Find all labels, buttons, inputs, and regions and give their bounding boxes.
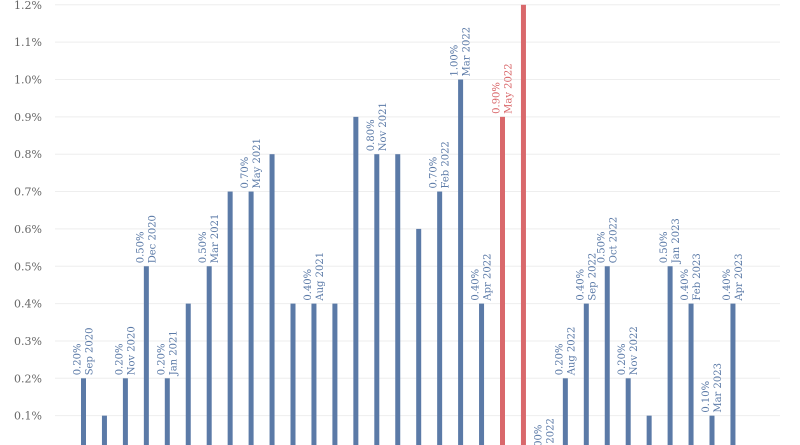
bar <box>730 303 736 445</box>
y-tick-label: 0.8% <box>14 148 42 161</box>
bar-date-label: Apr 2023 <box>734 254 745 302</box>
bar-value-label: 0.20% <box>156 344 167 376</box>
bar <box>709 415 715 445</box>
bar <box>437 191 443 445</box>
y-tick-label: 0.5% <box>14 260 42 273</box>
bar <box>185 303 191 445</box>
bar-value-label: 0.70% <box>240 157 251 189</box>
y-axis-ticks: 0.1% 0.2% 0.3% 0.4% 0.5% 0.6% 0.7% 0.8% 0.9% 1.0%… <box>14 0 42 423</box>
bar <box>164 378 170 445</box>
bar <box>248 191 254 445</box>
bar <box>625 378 631 445</box>
bar <box>458 79 464 445</box>
bar-value-label: 0.40% <box>471 269 482 301</box>
bar <box>311 303 317 445</box>
y-tick-label: 0.9% <box>14 111 42 124</box>
bar-date-label: May 2022 <box>504 63 515 113</box>
bar <box>520 4 526 445</box>
y-tick-label: 1.1% <box>14 36 42 49</box>
bar-date-label: May 2021 <box>252 138 263 188</box>
bar-value-label: 0.40% <box>722 269 733 301</box>
bar-value-label: 0.40% <box>303 269 314 301</box>
bar-date-label: Apr 2022 <box>483 254 494 302</box>
bar-date-label: Sep 2022 <box>587 253 598 301</box>
bar-value-label: 0.10% <box>701 381 712 413</box>
y-tick-label: 0.4% <box>14 298 42 311</box>
bar-value-label: 0.50% <box>135 231 146 263</box>
bar-date-label: Feb 2023 <box>692 253 703 300</box>
bar-date-label: Jan 2021 <box>168 330 179 376</box>
y-tick-label: 0.7% <box>14 186 42 199</box>
bar <box>416 228 422 445</box>
bar-value-label: .00% <box>533 425 544 445</box>
bar-value-label: 0.20% <box>617 344 628 376</box>
bar <box>479 303 485 445</box>
bar-value-label: 1.00% <box>450 45 461 77</box>
bar-date-label: Jan 2023 <box>671 218 682 264</box>
bar <box>604 266 610 445</box>
bar <box>227 191 233 445</box>
bar-date-label: Nov 2022 <box>629 326 640 375</box>
bar <box>332 303 338 445</box>
bar-date-label: Aug 2021 <box>315 252 326 302</box>
bar <box>143 266 149 445</box>
bars <box>81 4 736 445</box>
bar-date-label: Feb 2022 <box>441 141 452 188</box>
bar <box>374 154 380 445</box>
bar <box>81 378 86 445</box>
bar <box>583 303 589 445</box>
bar-value-label: 0.80% <box>366 119 377 151</box>
bar <box>101 415 107 445</box>
bar-date-label: Dec 2020 <box>147 215 158 263</box>
bar-date-label: Mar 2023 <box>713 363 724 413</box>
bar <box>562 378 568 445</box>
y-tick-label: 0.3% <box>14 335 42 348</box>
y-tick-label: 0.1% <box>14 410 42 423</box>
bar-date-label: l 2022 <box>545 418 556 445</box>
bar-date-label: Nov 2020 <box>126 326 137 375</box>
bar <box>206 266 212 445</box>
bar-date-label: Oct 2022 <box>608 217 619 263</box>
bar-date-label: Sep 2020 <box>85 327 96 375</box>
y-tick-label: 0.6% <box>14 223 42 236</box>
bar-value-label: 0.20% <box>73 344 84 376</box>
bar <box>667 266 673 445</box>
bar-value-label: 0.40% <box>680 269 691 301</box>
bar <box>353 116 359 445</box>
y-tick-label: 1.2% <box>14 0 42 12</box>
bar-date-label: Mar 2021 <box>210 214 221 264</box>
bar <box>646 415 652 445</box>
bar <box>269 154 275 445</box>
bar-value-label: 0.50% <box>198 231 209 263</box>
bar <box>500 116 505 445</box>
bar <box>395 154 401 445</box>
bar-date-label: Nov 2021 <box>378 102 389 151</box>
bar-value-label: 0.50% <box>659 231 670 263</box>
y-tick-label: 1.0% <box>14 74 42 87</box>
bar-date-label: Aug 2022 <box>566 327 577 377</box>
bar <box>290 303 296 445</box>
y-tick-label: 0.2% <box>14 372 42 385</box>
bar-value-label: 0.50% <box>596 231 607 263</box>
bar-value-label: 0.40% <box>575 269 586 301</box>
bar-value-label: 0.90% <box>492 82 503 114</box>
bar <box>122 378 128 445</box>
bar-value-label: 0.70% <box>429 157 440 189</box>
bar-value-label: 0.20% <box>554 344 565 376</box>
bar-date-label: Mar 2022 <box>462 27 473 77</box>
bar-value-label: 0.20% <box>114 344 125 376</box>
bar <box>688 303 694 445</box>
